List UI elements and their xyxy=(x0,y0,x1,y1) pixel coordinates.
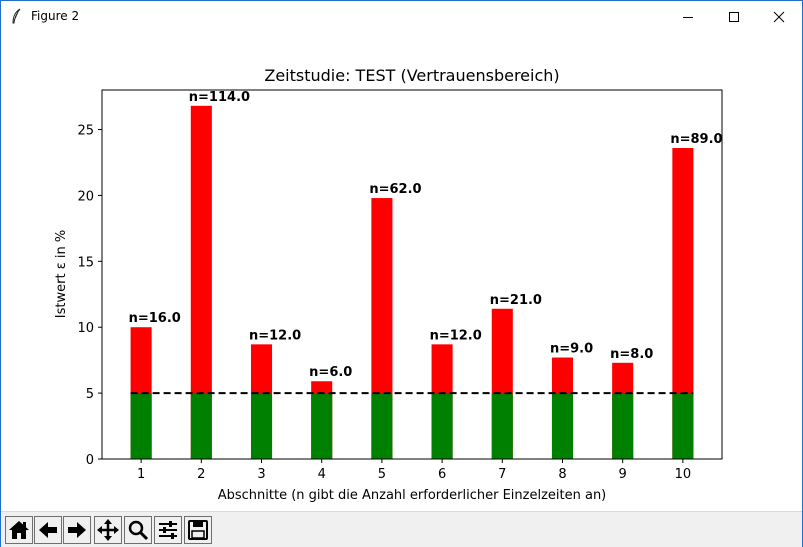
bar-base xyxy=(130,393,152,459)
maximize-button[interactable] xyxy=(711,1,757,32)
figure-canvas[interactable]: Zeitstudie: TEST (Vertrauensbereich) n=1… xyxy=(1,32,802,511)
zoom-button[interactable] xyxy=(124,516,152,544)
bar-label: n=89.0 xyxy=(670,132,722,147)
arrow-right-icon xyxy=(68,522,86,538)
x-tick-label: 9 xyxy=(619,467,627,482)
back-button[interactable] xyxy=(34,516,62,544)
bar-total xyxy=(672,147,694,459)
sliders-icon xyxy=(159,521,177,539)
bar-base xyxy=(371,393,393,459)
x-tick-label: 3 xyxy=(257,467,265,482)
bar-label: n=9.0 xyxy=(550,342,593,357)
window-title: Figure 2 xyxy=(31,9,80,23)
bar-base xyxy=(491,393,513,459)
floppy-disk-icon xyxy=(188,520,208,540)
x-tick-label: 2 xyxy=(197,467,205,482)
save-button[interactable] xyxy=(184,516,212,544)
configure-subplots-button[interactable] xyxy=(154,516,182,544)
x-tick-label: 5 xyxy=(378,467,386,482)
pan-button[interactable] xyxy=(94,516,122,544)
x-tick-label: 4 xyxy=(318,467,326,482)
y-tick-label: 20 xyxy=(77,189,94,204)
y-tick-label: 5 xyxy=(86,387,94,402)
bar-label: n=12.0 xyxy=(430,328,482,343)
bar-label: n=62.0 xyxy=(369,182,421,197)
chart-title: Zeitstudie: TEST (Vertrauensbereich) xyxy=(264,66,559,85)
bar-base xyxy=(250,393,273,459)
move-icon xyxy=(97,519,119,541)
bar-base xyxy=(551,393,574,459)
close-icon xyxy=(773,11,785,22)
bar-label: n=6.0 xyxy=(309,365,352,380)
navigation-toolbar xyxy=(1,511,802,547)
y-tick-label: 10 xyxy=(77,321,94,336)
y-tick-label: 15 xyxy=(77,255,94,270)
home-icon xyxy=(9,521,29,539)
bar-base xyxy=(612,393,634,459)
y-tick-label: 0 xyxy=(86,453,94,468)
bar-base xyxy=(431,393,453,459)
title-bar: Figure 2 xyxy=(1,1,802,32)
y-axis-label: Istwert ε in % xyxy=(54,230,69,318)
x-tick-label: 8 xyxy=(558,467,566,482)
minimize-icon xyxy=(683,16,693,18)
y-axis-ticks: 0 5 10 15 20 25 xyxy=(77,124,102,468)
x-tick-label: 1 xyxy=(137,467,145,482)
bar-base xyxy=(672,393,694,459)
home-button[interactable] xyxy=(5,516,33,544)
bar-chart: Zeitstudie: TEST (Vertrauensbereich) n=1… xyxy=(54,66,723,503)
bar-label: n=16.0 xyxy=(129,311,181,326)
y-tick-label: 25 xyxy=(77,124,94,139)
x-tick-label: 6 xyxy=(438,467,446,482)
bar-label: n=8.0 xyxy=(610,347,653,362)
bars-group xyxy=(130,105,694,460)
bar-total xyxy=(190,105,212,460)
bar-base xyxy=(190,393,212,459)
x-axis-label: Abschnitte (n gibt die Anzahl erforderli… xyxy=(218,488,607,503)
bar-label: n=21.0 xyxy=(490,293,542,308)
bar-labels-group: n=16.0 n=114.0 n=12.0 n=6.0 n=62.0 n=12.0 n=21… xyxy=(129,90,723,380)
arrow-left-icon xyxy=(39,522,57,538)
bar-label: n=114.0 xyxy=(189,90,250,105)
x-tick-label: 7 xyxy=(498,467,506,482)
x-axis-ticks: 1 2 3 4 5 6 7 8 9 10 xyxy=(137,459,691,482)
minimize-button[interactable] xyxy=(665,1,711,32)
maximize-icon xyxy=(729,11,739,22)
bar-base xyxy=(311,393,333,459)
axes-frame xyxy=(101,89,723,460)
bar-label: n=12.0 xyxy=(249,328,301,343)
x-tick-label: 10 xyxy=(675,467,692,482)
feather-icon xyxy=(12,8,21,24)
magnifier-icon xyxy=(128,520,149,541)
close-button[interactable] xyxy=(756,1,802,32)
forward-button[interactable] xyxy=(63,516,91,544)
